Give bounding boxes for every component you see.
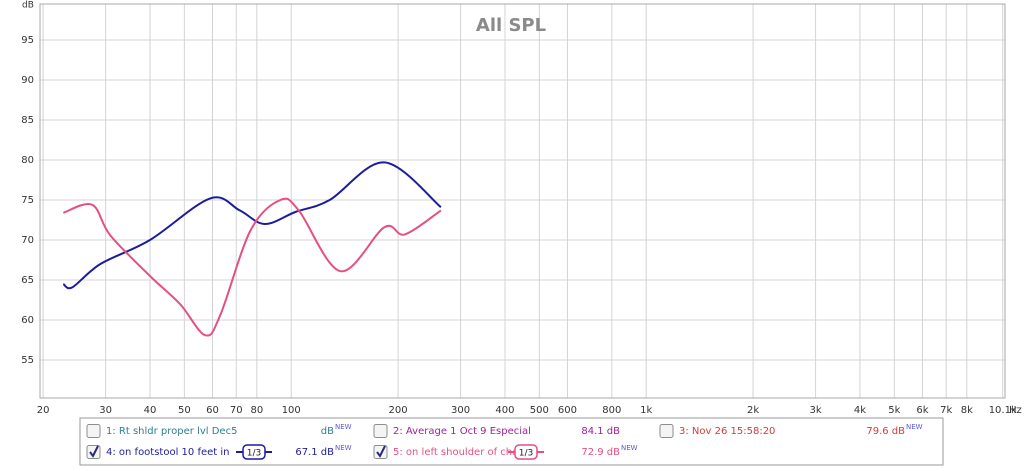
- legend-label: 4: on footstool 10 feet in: [106, 447, 230, 458]
- y-axis-label: dB: [22, 1, 34, 11]
- x-tick-label: 200: [389, 405, 408, 416]
- y-tick-label: 70: [21, 235, 34, 246]
- y-tick-label: 60: [21, 315, 34, 326]
- x-tick-label: 10.1k: [989, 405, 1017, 416]
- smoothing-badge: [514, 444, 538, 460]
- x-tick-label: 4k: [854, 405, 866, 416]
- x-tick-label: 6k: [916, 405, 928, 416]
- x-tick-label: 70: [230, 405, 243, 416]
- chart-title: All SPL: [476, 15, 546, 36]
- y-tick-label: 65: [21, 275, 34, 286]
- legend-label: 5: on left shoulder of chair: [393, 447, 526, 458]
- smoothing-badge: [242, 444, 266, 460]
- y-tick-label: 95: [21, 35, 34, 46]
- x-tick-label: 500: [530, 405, 549, 416]
- x-tick-label: 300: [451, 405, 470, 416]
- smoothing-label: 1/3: [519, 449, 533, 459]
- checkmark: [376, 445, 386, 458]
- legend-level: dB: [321, 426, 334, 437]
- legend-label: 3: Nov 26 15:58:20: [679, 426, 775, 437]
- series-line: [62, 197, 442, 337]
- x-tick-label: 1k: [640, 405, 652, 416]
- plot-frame: [39, 3, 1006, 399]
- smoothing-label: 1/3: [247, 449, 261, 459]
- x-tick-label: 20: [37, 405, 50, 416]
- checkmark: [89, 445, 99, 458]
- legend-checkbox[interactable]: [659, 424, 674, 438]
- y-tick-label: 85: [21, 115, 34, 126]
- legend-level: 67.1 dB: [295, 447, 334, 458]
- lines: [62, 161, 442, 337]
- legend-level: 79.6 dB: [866, 426, 905, 437]
- y-tick-label: 55: [21, 355, 34, 366]
- legend: 1: Rt shldr proper lvl Dec5 dB NEW 2: Avera…: [86, 423, 923, 460]
- x-tick-label: 40: [144, 405, 157, 416]
- legend-label: 1: Rt shldr proper lvl Dec5: [106, 426, 237, 437]
- x-tick-label: 400: [495, 405, 514, 416]
- legend-label: 2: Average 1 Oct 9 Especial: [393, 426, 531, 437]
- y-tick-label: 90: [21, 75, 34, 86]
- x-axis-label: Hz: [1009, 405, 1022, 416]
- x-tick-label: 600: [558, 405, 577, 416]
- x-tick-label: 8k: [961, 405, 973, 416]
- x-tick-label: 60: [206, 405, 219, 416]
- series-line: [62, 161, 442, 290]
- x-tick-label: 50: [178, 405, 191, 416]
- new-badge: NEW: [335, 444, 352, 452]
- new-badge: NEW: [335, 423, 352, 431]
- y-tick-label: 75: [21, 195, 34, 206]
- x-tick-label: 30: [99, 405, 112, 416]
- legend-level: 84.1 dB: [581, 426, 620, 437]
- new-badge: NEW: [906, 423, 923, 431]
- legend-checkbox[interactable]: [373, 424, 388, 438]
- y-tick-label: 80: [21, 155, 34, 166]
- legend-level: 72.9 dB: [581, 447, 620, 458]
- x-tick-label: 800: [602, 405, 621, 416]
- x-tick-label: 5k: [888, 405, 900, 416]
- x-tick-label: 7k: [940, 405, 952, 416]
- legend-checkbox[interactable]: [86, 424, 101, 438]
- x-tick-label: 80: [250, 405, 263, 416]
- new-badge: NEW: [621, 444, 638, 452]
- x-tick-label: 3k: [810, 405, 822, 416]
- x-tick-label: 100: [282, 405, 301, 416]
- x-tick-label: 2k: [747, 405, 759, 416]
- legend-box: [79, 417, 944, 466]
